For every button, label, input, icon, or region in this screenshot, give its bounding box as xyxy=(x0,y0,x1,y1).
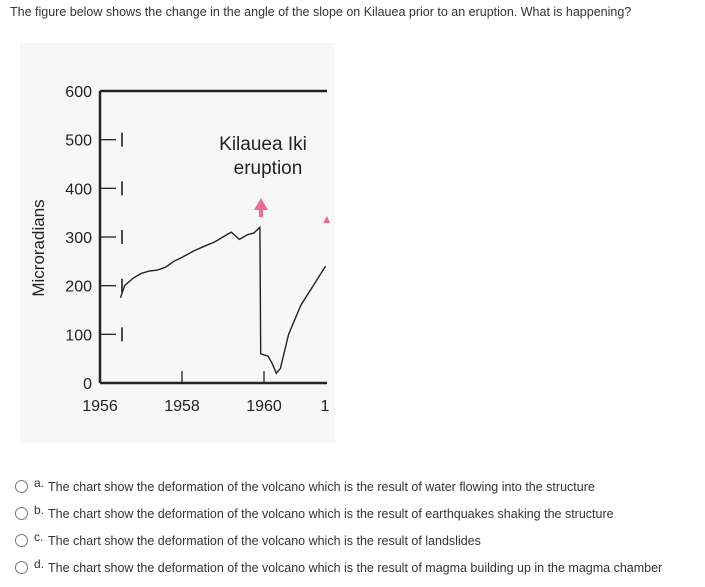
answer-text: The chart show the deformation of the vo… xyxy=(48,507,614,521)
y-tick-label: 400 xyxy=(65,181,92,198)
answer-option-c[interactable]: c. The chart show the deformation of the… xyxy=(14,530,704,560)
radio-button-b[interactable] xyxy=(15,507,28,520)
radio-button-c[interactable] xyxy=(15,534,28,547)
question-text: The figure below shows the change in the… xyxy=(10,5,632,19)
x-tick-label: 1956 xyxy=(82,398,118,415)
answer-option-a[interactable]: a. The chart show the deformation of the… xyxy=(14,476,704,506)
answer-letter: c. xyxy=(34,530,44,544)
answer-text: The chart show the deformation of the vo… xyxy=(48,534,481,548)
x-ticks: 1956 1958 1960 1 xyxy=(82,371,330,415)
y-tick-label: 600 xyxy=(65,84,92,101)
answer-letter: a. xyxy=(34,476,45,490)
annotation-line-1: Kilauea Iki xyxy=(219,134,307,155)
radio-button-a[interactable] xyxy=(15,480,28,493)
y-tick-label: 100 xyxy=(65,327,92,344)
y-ticks: 600 500 400 300 200 100 0 xyxy=(65,84,123,393)
eruption-arrow xyxy=(254,198,268,217)
answer-options: a. The chart show the deformation of the… xyxy=(14,476,704,587)
y-tick-label: 300 xyxy=(65,230,92,247)
answer-text: The chart show the deformation of the vo… xyxy=(48,561,663,575)
answer-option-b[interactable]: b. The chart show the deformation of the… xyxy=(14,503,704,533)
y-axis-label: Microradians xyxy=(29,199,48,296)
answer-letter: d. xyxy=(34,557,45,571)
x-tick-label: 1 xyxy=(321,398,330,415)
tilt-series-line xyxy=(119,225,327,375)
x-tick-label: 1960 xyxy=(246,398,282,415)
annotation-line-2: eruption xyxy=(234,158,303,179)
answer-option-d[interactable]: d. The chart show the deformation of the… xyxy=(14,557,704,587)
second-eruption-arrow xyxy=(323,216,330,223)
y-tick-label: 200 xyxy=(65,279,92,296)
answer-text: The chart show the deformation of the vo… xyxy=(48,480,595,494)
tilt-chart: Microradians 600 500 400 300 200 100 0 1956 195… xyxy=(20,43,335,443)
y-tick-label: 500 xyxy=(65,133,92,150)
x-tick-label: 1958 xyxy=(164,398,200,415)
radio-button-d[interactable] xyxy=(15,561,28,574)
answer-letter: b. xyxy=(34,503,45,517)
y-tick-label: 0 xyxy=(83,376,92,393)
